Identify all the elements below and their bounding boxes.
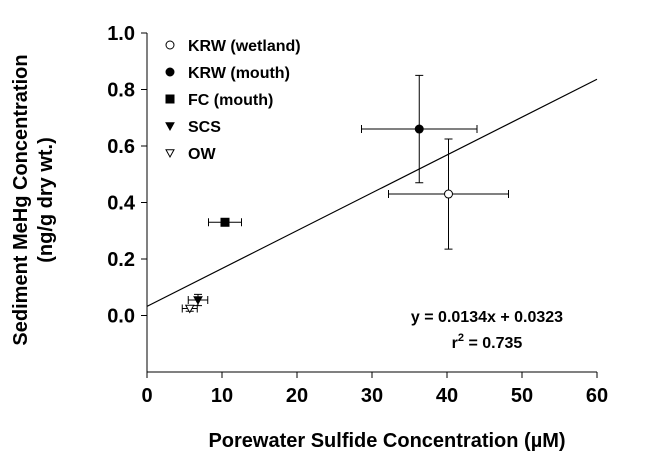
- y-tick-label: 0.0: [107, 306, 135, 328]
- y-tick-label: 0.2: [107, 249, 135, 271]
- y-axis-label: Sediment MeHg Concentration: [10, 54, 32, 345]
- x-axis-label: Porewater Sulfide Concentration (µM): [208, 430, 565, 452]
- x-tick-label: 20: [286, 385, 308, 407]
- legend-label: KRW (mouth): [188, 65, 290, 82]
- legend-marker: [165, 149, 175, 159]
- x-tick-label: 40: [436, 385, 458, 407]
- y-axis-label: (ng/g dry wt.): [35, 137, 57, 263]
- marker: [414, 124, 424, 134]
- y-tick-label: 0.6: [107, 136, 135, 158]
- legend-label: SCS: [188, 119, 221, 136]
- marker: [193, 296, 203, 305]
- legend-marker: [165, 40, 175, 50]
- marker: [184, 304, 195, 314]
- equation: y = 0.0134x + 0.0323: [411, 309, 563, 326]
- legend-marker: [165, 94, 175, 104]
- x-tick-label: 0: [141, 385, 152, 407]
- r-squared-r: r: [452, 335, 458, 352]
- r-squared: r2 = 0.735: [452, 332, 523, 352]
- marker: [444, 189, 453, 199]
- legend-marker: [165, 122, 175, 132]
- y-tick-label: 0.4: [107, 193, 136, 215]
- regression-line: [146, 78, 598, 307]
- marker: [220, 217, 230, 227]
- r-squared-value: = 0.735: [464, 335, 522, 352]
- legend-label: FC (mouth): [188, 92, 273, 109]
- legend-marker: [165, 67, 175, 77]
- legend-label: KRW (wetland): [188, 38, 301, 55]
- x-tick-label: 10: [211, 385, 233, 407]
- x-tick-label: 30: [361, 385, 383, 407]
- y-tick-label: 0.8: [107, 80, 135, 102]
- x-tick-label: 50: [511, 385, 533, 407]
- x-tick-label: 60: [586, 385, 608, 407]
- r-squared-sup: 2: [458, 332, 464, 344]
- y-tick-label: 1.0: [107, 23, 135, 45]
- legend-label: OW: [188, 146, 216, 163]
